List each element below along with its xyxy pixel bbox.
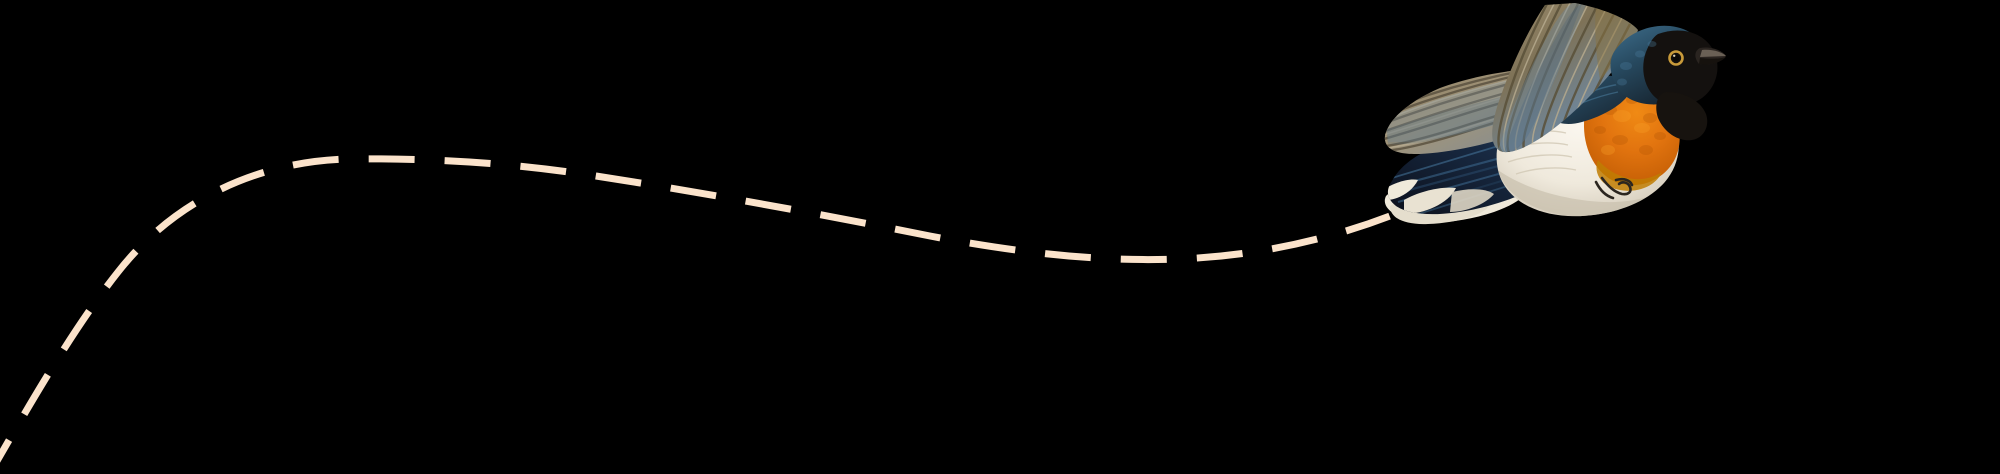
bird-feet <box>1594 176 1634 200</box>
bird-head <box>1610 25 1726 141</box>
flight-path-dashes <box>0 155 1402 463</box>
bird-illustration <box>1384 3 1726 225</box>
bird-upper-wing <box>1492 3 1638 153</box>
bird-eye <box>1667 49 1685 67</box>
